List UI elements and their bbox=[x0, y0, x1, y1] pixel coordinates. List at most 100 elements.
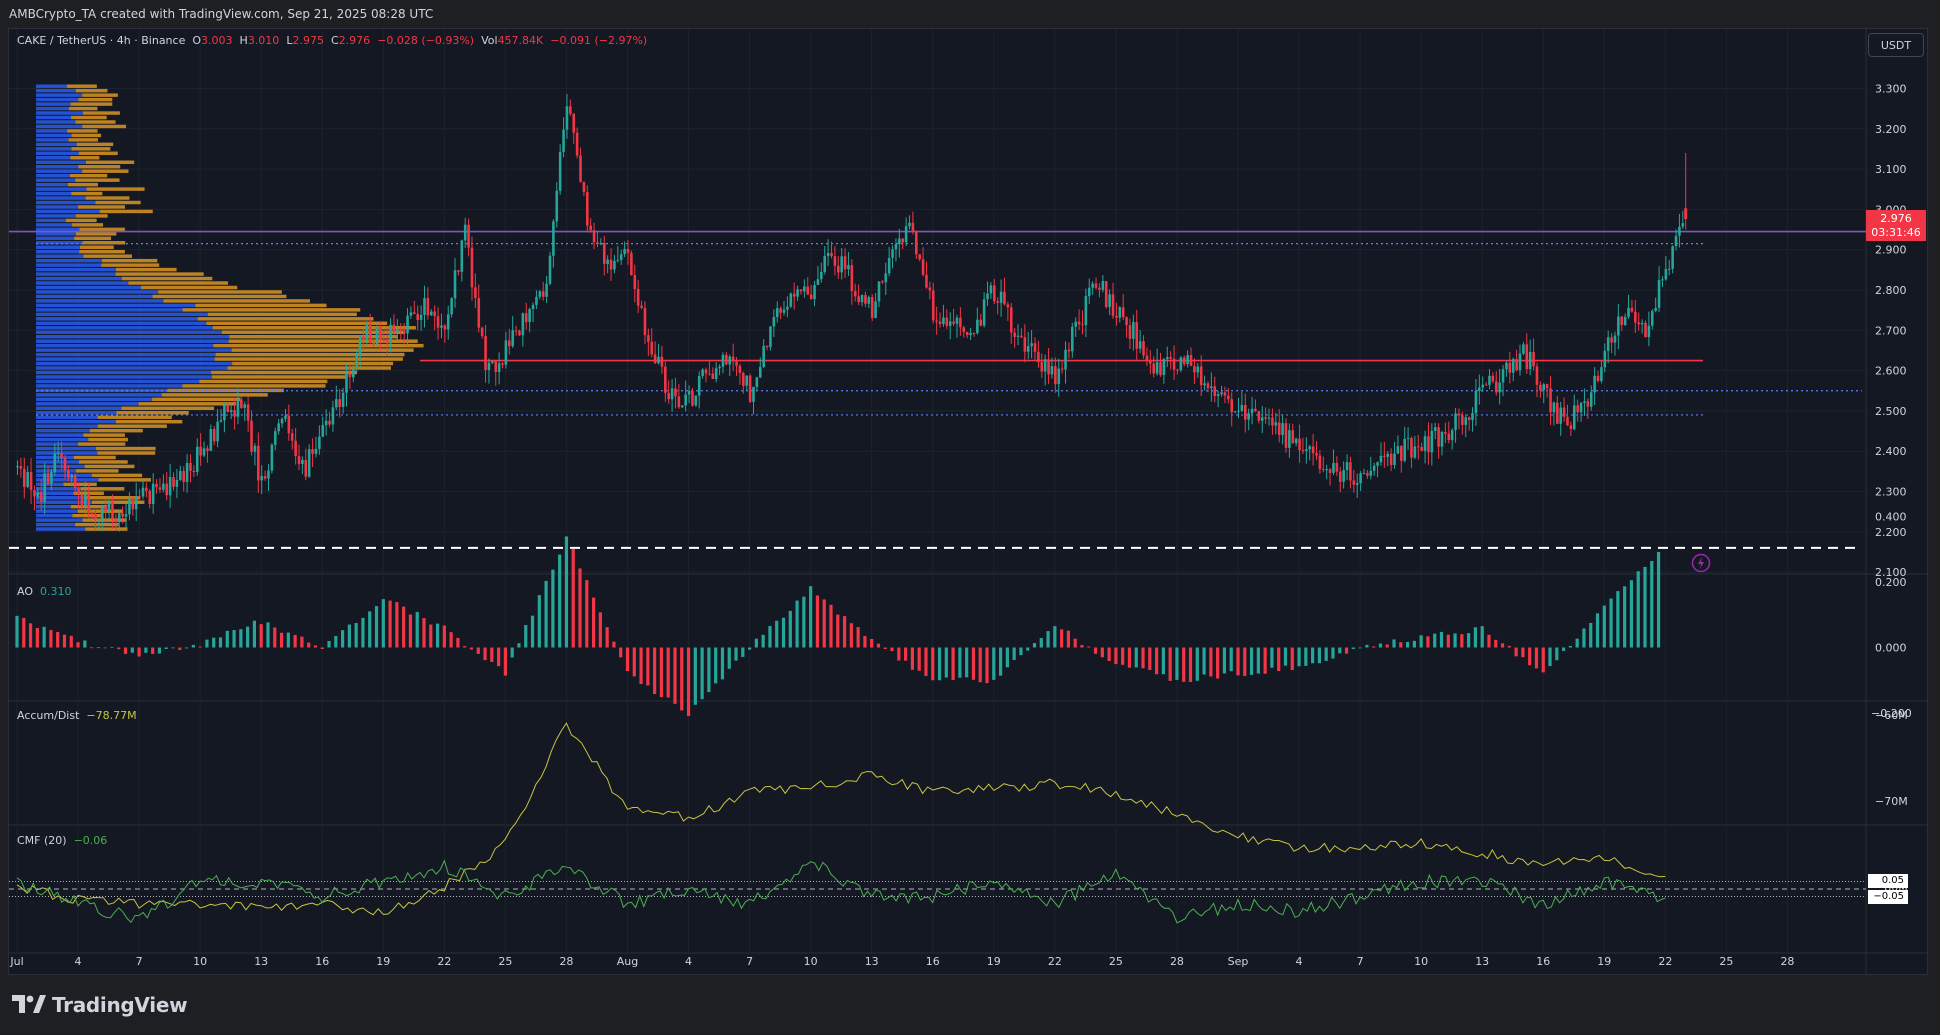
ao-bar bbox=[625, 647, 630, 672]
cmf-label[interactable]: CMF (20) bbox=[17, 834, 67, 847]
ao-bar bbox=[49, 629, 53, 648]
ao-bar bbox=[537, 595, 541, 648]
volume-profile-down-bar bbox=[97, 424, 167, 428]
ao-label[interactable]: AO bbox=[17, 585, 33, 598]
ao-tick-label: 0.200 bbox=[1875, 576, 1907, 589]
candle-body bbox=[1121, 307, 1125, 318]
ao-bar bbox=[191, 644, 195, 648]
ad-label[interactable]: Accum/Dist bbox=[17, 709, 80, 722]
candle-body bbox=[511, 330, 514, 347]
candle-body bbox=[484, 336, 487, 370]
x-tick-label: 28 bbox=[1170, 955, 1184, 968]
volume-profile-up-bar bbox=[36, 218, 66, 223]
candle-body bbox=[16, 466, 19, 468]
ao-bar bbox=[1521, 647, 1525, 658]
candle-body bbox=[1559, 407, 1562, 424]
candle-body bbox=[626, 248, 630, 253]
candle-body bbox=[321, 425, 325, 437]
alert-icon[interactable] bbox=[1691, 553, 1711, 573]
ao-bar bbox=[293, 634, 297, 648]
candle-body bbox=[158, 487, 162, 490]
y-tick-label: 2.100 bbox=[1875, 566, 1907, 579]
candle-body bbox=[358, 336, 362, 356]
ao-bar bbox=[1378, 643, 1383, 648]
volume-profile-up-bar bbox=[36, 415, 98, 419]
candle-body bbox=[857, 296, 860, 303]
candle-body bbox=[1206, 383, 1210, 389]
x-tick-label: 4 bbox=[1296, 955, 1303, 968]
ao-bar bbox=[69, 635, 73, 648]
candle-body bbox=[708, 373, 711, 375]
ao-bar bbox=[1195, 647, 1199, 681]
volume-profile-down-bar bbox=[102, 258, 158, 263]
tradingview-logo-icon bbox=[12, 995, 46, 1013]
candle-body bbox=[745, 375, 748, 386]
volume-profile-up-bar bbox=[36, 330, 222, 334]
candle-body bbox=[596, 242, 599, 245]
x-tick-label: 10 bbox=[193, 955, 207, 968]
volume-profile-down-bar bbox=[98, 478, 151, 482]
volume-profile-up-bar bbox=[36, 487, 81, 491]
candle-body bbox=[569, 106, 572, 114]
vol-value: 457.84K bbox=[497, 34, 544, 47]
candle-body bbox=[803, 286, 806, 292]
candle-body bbox=[148, 490, 152, 505]
candle-body bbox=[548, 255, 552, 284]
ao-bar bbox=[985, 647, 989, 684]
candle-body bbox=[887, 257, 891, 274]
candle-body bbox=[22, 468, 26, 488]
candle-body bbox=[701, 369, 704, 377]
candle-body bbox=[602, 242, 606, 264]
y-tick-label: 3.100 bbox=[1875, 163, 1907, 176]
ao-bar bbox=[1263, 647, 1267, 674]
candle-body bbox=[87, 493, 91, 514]
volume-profile-up-bar bbox=[36, 160, 86, 164]
y-tick-label: 2.400 bbox=[1875, 445, 1907, 458]
candle-body bbox=[1298, 438, 1301, 451]
volume-profile-up-bar bbox=[36, 267, 116, 272]
volume-profile-up-bar bbox=[36, 446, 97, 451]
ao-bar bbox=[35, 628, 39, 648]
candle-body bbox=[1400, 446, 1403, 461]
ao-bar bbox=[1372, 646, 1376, 648]
candle-body bbox=[864, 295, 867, 304]
candle-body bbox=[908, 222, 911, 227]
volume-profile-up-bar bbox=[36, 169, 83, 173]
ao-bar bbox=[1277, 647, 1281, 672]
volume-profile-up-bar bbox=[36, 406, 122, 411]
candle-body bbox=[955, 317, 959, 324]
symbol-label[interactable]: CAKE / TetherUS · 4h · Binance bbox=[17, 34, 186, 47]
ao-bar bbox=[1589, 622, 1593, 648]
x-tick-label: 19 bbox=[376, 955, 390, 968]
candle-body bbox=[1223, 392, 1227, 396]
candle-body bbox=[36, 492, 40, 497]
ao-bar bbox=[748, 647, 752, 650]
ao-bar bbox=[334, 636, 338, 648]
volume-profile-down-bar bbox=[95, 200, 141, 205]
candle-body bbox=[1264, 417, 1267, 419]
candle-body bbox=[1274, 422, 1278, 426]
candle-body bbox=[1661, 279, 1664, 281]
candle-body bbox=[348, 373, 352, 378]
candle-body bbox=[999, 291, 1003, 303]
ao-bar bbox=[1155, 647, 1159, 675]
candle-body bbox=[1637, 322, 1641, 325]
candle-body bbox=[518, 330, 521, 336]
ao-bar bbox=[944, 647, 948, 678]
currency-button[interactable]: USDT bbox=[1868, 33, 1924, 57]
ao-bar bbox=[1439, 631, 1444, 648]
volume-profile-up-bar bbox=[36, 424, 98, 428]
ao-bar bbox=[483, 647, 487, 661]
candle-body bbox=[487, 362, 491, 370]
candle-body bbox=[379, 326, 382, 340]
candle-body bbox=[1291, 430, 1295, 444]
candle-body bbox=[474, 287, 477, 299]
tradingview-logo[interactable]: TradingView bbox=[12, 993, 188, 1017]
candle-body bbox=[806, 286, 810, 295]
candle-body bbox=[1084, 296, 1088, 326]
candle-body bbox=[1556, 402, 1559, 424]
volume-profile-down-bar bbox=[86, 187, 145, 191]
chart-frame[interactable] bbox=[8, 28, 1928, 975]
ao-bar bbox=[1114, 647, 1118, 665]
